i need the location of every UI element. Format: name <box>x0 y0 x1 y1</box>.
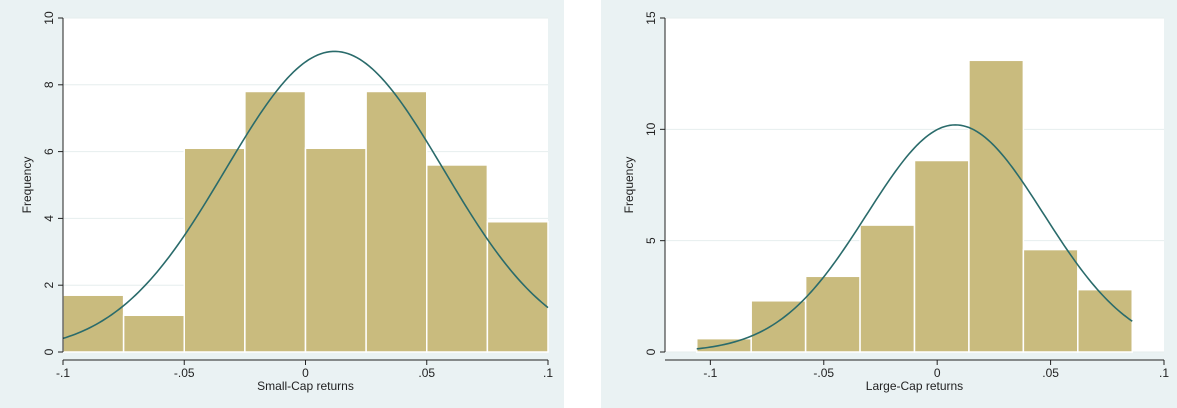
large-cap-x-tick-label: 0 <box>934 366 941 380</box>
small-cap-y-tick-label: 10 <box>42 11 56 25</box>
large-cap-normal-curve <box>696 124 1133 350</box>
large-cap-bar <box>859 224 916 353</box>
large-cap-x-tick-label: -.1 <box>703 366 717 380</box>
small-cap-x-tick-label: -.05 <box>174 366 195 380</box>
large-cap-bar <box>1022 248 1079 353</box>
left-chart-panel: 0 2 4 6 8 10 -.1 -.05 0 .05 .1 Small-Cap returns Fre… <box>0 0 564 408</box>
large-cap-bar <box>1077 288 1133 353</box>
small-cap-normal-curve <box>62 50 549 340</box>
large-cap-x-tick-label: -.05 <box>813 366 834 380</box>
small-cap-bar <box>304 147 367 353</box>
small-cap-x-tick-label: .05 <box>418 366 435 380</box>
large-cap-bar <box>968 59 1025 353</box>
small-cap-bar <box>365 90 428 353</box>
small-cap-y-tick-label: 6 <box>42 148 56 155</box>
large-cap-x-tick-label: .05 <box>1042 366 1059 380</box>
small-cap-x-tick-label: 0 <box>302 366 309 380</box>
large-cap-x-axis-title: Large-Cap returns <box>866 379 963 393</box>
large-cap-x-tick-label: .1 <box>1159 366 1169 380</box>
small-cap-bar <box>183 147 246 353</box>
small-cap-bar <box>122 314 185 353</box>
large-cap-y-axis-title: Frequency <box>622 157 636 214</box>
right-chart-panel: 0 5 10 15 -.1 -.05 0 .05 .1 Large-Cap returns Freq… <box>601 0 1177 408</box>
small-cap-bar <box>244 90 307 353</box>
small-cap-x-tick-label: .1 <box>543 366 553 380</box>
small-cap-y-tick-label: 2 <box>42 282 56 289</box>
small-cap-x-axis-title: Small-Cap returns <box>257 379 354 393</box>
large-cap-y-tick-label: 15 <box>644 11 658 25</box>
small-cap-y-tick-label: 8 <box>42 81 56 88</box>
small-cap-y-tick-label: 4 <box>42 215 56 222</box>
small-cap-histogram: 0 2 4 6 8 10 -.1 -.05 0 .05 .1 Small-Cap returns Fre… <box>20 11 553 393</box>
large-cap-y-tick-label: 10 <box>644 122 658 136</box>
small-cap-x-tick-label: -.1 <box>56 366 70 380</box>
large-cap-histogram: 0 5 10 15 -.1 -.05 0 .05 .1 Large-Cap returns Freq… <box>622 11 1169 393</box>
small-cap-y-axis-title: Frequency <box>20 157 34 214</box>
large-cap-bar <box>750 300 807 353</box>
large-cap-y-tick-label: 0 <box>644 348 658 355</box>
large-cap-y-tick-label: 5 <box>644 237 658 244</box>
large-cap-bar <box>913 159 970 353</box>
small-cap-y-tick-label: 0 <box>42 348 56 355</box>
small-cap-bar <box>62 294 125 353</box>
small-cap-bar <box>486 220 549 353</box>
